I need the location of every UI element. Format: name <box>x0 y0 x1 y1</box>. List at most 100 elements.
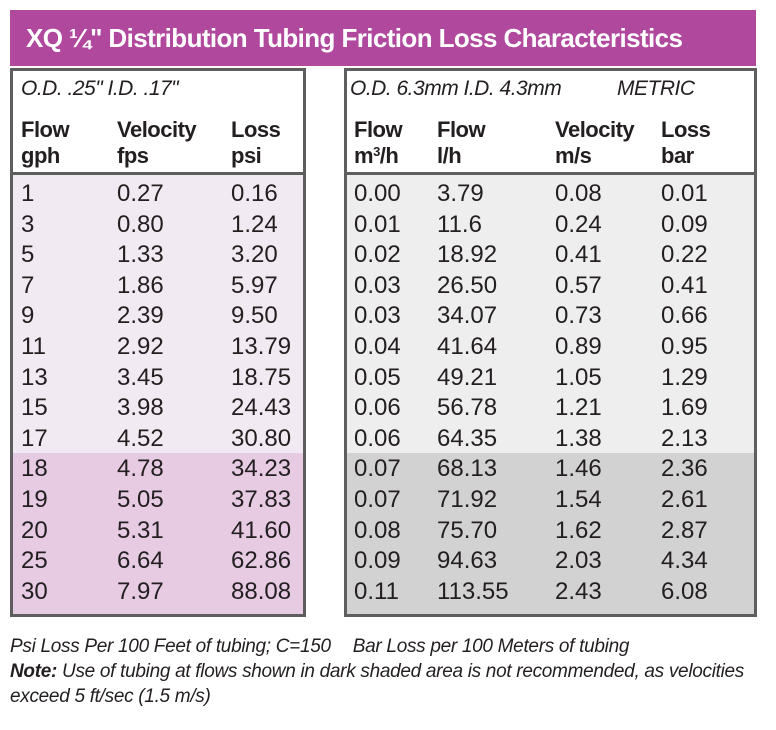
metric-spec: O.D. 6.3mm I.D. 4.3mm <box>350 77 562 100</box>
table-cell: 7 <box>21 271 35 299</box>
table-cell: 1 <box>21 180 35 207</box>
table-cell: 1.46 <box>555 455 602 483</box>
table-row: 0.02 18.92 0.41 0.22 <box>347 240 754 271</box>
table-cell: 0.08 <box>354 516 401 544</box>
table-cell: 6.08 <box>661 577 708 605</box>
header-label: Flow <box>21 117 70 142</box>
table-cell: 34.23 <box>231 455 292 483</box>
table-cell: 2.43 <box>555 577 602 605</box>
table-cell: 41.64 <box>437 332 498 360</box>
bar-loss-note: Bar Loss per 100 Meters of tubing <box>352 636 630 657</box>
table-cell: 0.66 <box>661 302 708 330</box>
not-recommended-shading <box>13 453 303 614</box>
table-cell: 34.07 <box>437 302 498 330</box>
header-loss-psi: Loss psi <box>231 117 281 169</box>
table-cell: 1.21 <box>555 394 602 422</box>
unit-superscript: 3 <box>373 144 380 159</box>
table-cell: 0.09 <box>354 547 401 575</box>
table-cell: 1.05 <box>555 363 602 391</box>
table-cell: 5.31 <box>117 516 164 544</box>
table-row: 3 0.80 1.24 <box>13 210 303 241</box>
table-row: 0.01 11.6 0.24 0.09 <box>347 210 754 241</box>
table-cell: 17 <box>21 424 48 452</box>
table-cell: 1.54 <box>555 485 602 513</box>
table-cell: 13 <box>21 363 48 391</box>
table-row: 0.05 49.21 1.05 1.29 <box>347 363 754 394</box>
table-cell: 68.13 <box>437 455 498 483</box>
header-divider <box>347 172 754 175</box>
table-cell: 2.61 <box>661 485 708 513</box>
note-text: Use of tubing at flows shown in dark sha… <box>10 661 744 707</box>
table-cell: 1.38 <box>555 424 602 452</box>
table-cell: 3 <box>21 210 35 238</box>
imperial-rows: 1 0.27 0.16 3 0.80 1.24 5 1.33 3.20 7 1.86 5.97 9 2.3… <box>13 179 303 607</box>
table-cell: 30.80 <box>231 424 292 452</box>
table-cell: 0.73 <box>555 302 602 330</box>
table-row: 11 2.92 13.79 <box>13 332 303 363</box>
table-cell: 49.21 <box>437 363 498 391</box>
table-row: 9 2.39 9.50 <box>13 301 303 332</box>
table-cell: 5 <box>21 241 35 269</box>
table-row: 25 6.64 62.86 <box>13 546 303 577</box>
header-label: Velocity <box>117 117 197 142</box>
table-cell: 88.08 <box>231 577 292 605</box>
not-recommended-shading <box>347 453 754 614</box>
table-cell: 2.13 <box>661 424 708 452</box>
title-bar: XQ ¼" Distribution Tubing Friction Loss … <box>10 10 756 66</box>
table-cell: 71.92 <box>437 485 498 513</box>
table-cell: 75.70 <box>437 516 498 544</box>
recommended-shading <box>347 175 754 453</box>
table-cell: 9.50 <box>231 302 278 330</box>
table-cell: 4.52 <box>117 424 164 452</box>
table-cell: 26.50 <box>437 271 498 299</box>
table-cell: 7.97 <box>117 577 164 605</box>
table-cell: 3.45 <box>117 363 164 391</box>
table-cell: 0.16 <box>231 180 278 207</box>
table-cell: 2.92 <box>117 332 164 360</box>
table-row: 0.09 94.63 2.03 4.34 <box>347 546 754 577</box>
table-cell: 11 <box>21 332 46 360</box>
table-cell: 13.79 <box>231 332 292 360</box>
table-cell: 20 <box>21 516 48 544</box>
table-cell: 0.27 <box>117 180 164 207</box>
table-cell: 0.04 <box>354 332 401 360</box>
table-cell: 0.08 <box>555 180 602 207</box>
table-cell: 4.34 <box>661 547 708 575</box>
table-cell: 15 <box>21 394 48 422</box>
table-cell: 2.87 <box>661 516 708 544</box>
table-cell: 18.92 <box>437 241 498 269</box>
table-cell: 0.95 <box>661 332 708 360</box>
table-cell: 56.78 <box>437 394 498 422</box>
table-cell: 0.06 <box>354 424 401 452</box>
header-flow-lh: Flow l/h <box>437 117 486 169</box>
header-unit: bar <box>661 143 694 168</box>
header-flow-m3h: Flow m3/h <box>354 117 403 169</box>
header-label: Velocity <box>555 117 635 142</box>
header-unit: m/s <box>555 143 592 168</box>
footnotes: Psi Loss Per 100 Feet of tubing; C=150 Ba… <box>10 634 770 709</box>
header-unit: m3/h <box>354 143 402 169</box>
header-velocity-ms: Velocity m/s <box>555 117 635 169</box>
psi-loss-note: Psi Loss Per 100 Feet of tubing; C=150 <box>10 636 331 657</box>
table-row: 19 5.05 37.83 <box>13 485 303 516</box>
table-cell: 24.43 <box>231 394 292 422</box>
table-cell: 2.39 <box>117 302 164 330</box>
table-cell: 1.69 <box>661 394 708 422</box>
table-cell: 0.09 <box>661 210 708 238</box>
header-unit: fps <box>117 143 149 168</box>
table-row: 20 5.31 41.60 <box>13 516 303 547</box>
table-cell: 1.86 <box>117 271 164 299</box>
recommended-shading <box>13 175 303 453</box>
imperial-table: O.D. .25" I.D. .17" Flow gph Velocity fp… <box>10 68 306 617</box>
header-velocity-fps: Velocity fps <box>117 117 197 169</box>
metric-rows: 0.00 3.79 0.08 0.01 0.01 11.6 0.24 0.09 0.02 18.9… <box>347 179 754 607</box>
metric-table: O.D. 6.3mm I.D. 4.3mm METRIC Flow m3/h F… <box>344 68 757 617</box>
table-cell: 5.97 <box>231 271 278 299</box>
header-flow-gph: Flow gph <box>21 117 70 169</box>
table-cell: 0.80 <box>117 210 164 238</box>
imperial-spec: O.D. .25" I.D. .17" <box>21 77 179 100</box>
header-loss-bar: Loss bar <box>661 117 711 169</box>
table-cell: 19 <box>21 485 48 513</box>
table-cell: 0.00 <box>354 180 401 207</box>
table-cell: 0.03 <box>354 302 401 330</box>
